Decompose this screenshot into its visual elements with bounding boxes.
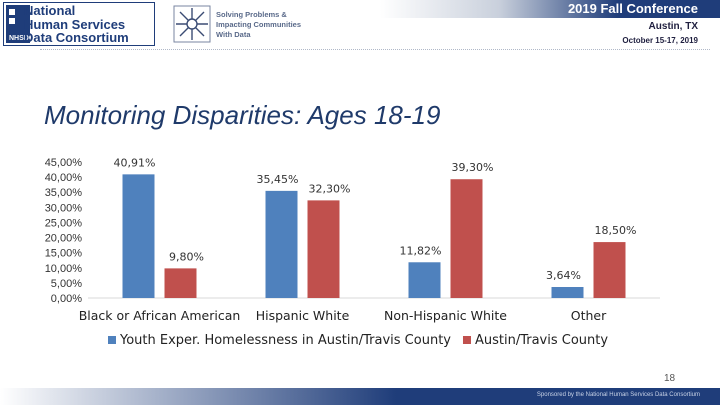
data-label: 18,50%	[595, 224, 637, 237]
slide-footer: Sponsored by the National Human Services…	[0, 388, 720, 405]
bar	[593, 242, 626, 298]
conference-city: Austin, TX	[648, 21, 698, 32]
bar	[450, 179, 483, 298]
nhsdc-logo: NHSDC National Human Services Data Conso…	[3, 2, 155, 46]
bar	[164, 268, 197, 298]
legend-label: Youth Exper. Homelessness in Austin/Trav…	[119, 333, 451, 348]
data-label: 39,30%	[452, 161, 494, 174]
x-tick-label: Other	[571, 308, 607, 323]
conference-banner: 2019 Fall Conference	[380, 0, 720, 18]
bar	[122, 174, 155, 298]
conference-name: 2019 Fall Conference	[567, 1, 698, 16]
data-label: 11,82%	[400, 244, 442, 257]
circuit-emblem-icon	[173, 5, 211, 43]
footer-sponsor: Sponsored by the National Human Services…	[536, 392, 700, 398]
x-tick-label: Black or African American	[79, 308, 241, 323]
y-tick-label: 25,00%	[45, 217, 83, 229]
conference-dates: October 15-17, 2019	[622, 36, 698, 45]
legend-label: Austin/Travis County	[475, 333, 608, 348]
page-number: 18	[664, 373, 676, 384]
y-tick-label: 20,00%	[45, 233, 83, 245]
legend-swatch	[462, 336, 471, 344]
org-abbrev: NHSDC	[9, 35, 34, 42]
data-label: 9,80%	[169, 250, 204, 263]
y-tick-label: 5,00%	[51, 278, 82, 290]
data-label: 40,91%	[114, 156, 156, 169]
slide-header: NHSDC National Human Services Data Conso…	[0, 0, 720, 52]
bar	[551, 286, 584, 298]
y-tick-label: 30,00%	[45, 202, 83, 214]
y-tick-label: 10,00%	[45, 263, 83, 275]
org-name: National Human Services Data Consortium	[24, 3, 129, 45]
data-label: 32,30%	[309, 182, 351, 195]
y-tick-label: 45,00%	[45, 157, 83, 169]
y-tick-label: 0,00%	[51, 293, 82, 305]
bar	[408, 262, 441, 298]
legend-swatch	[108, 336, 116, 344]
y-tick-label: 40,00%	[45, 172, 83, 184]
slide-title: Monitoring Disparities: Ages 18-19	[44, 100, 441, 130]
data-label: 35,45%	[257, 173, 299, 186]
x-tick-label: Hispanic White	[256, 308, 350, 323]
bar-chart: 0,00% 5,00% 10,00% 15,00% 20,00% 25,00% 30,00%…	[45, 156, 660, 348]
bar	[307, 200, 340, 298]
org-tagline: Solving Problems & Impacting Communities…	[216, 10, 302, 39]
bar	[265, 190, 298, 298]
nhsdc-logo-mark: NHSDC	[6, 5, 34, 43]
data-label: 3,64%	[546, 269, 581, 282]
x-tick-label: Non-Hispanic White	[384, 308, 507, 323]
y-tick-label: 35,00%	[45, 187, 83, 199]
header-divider	[40, 49, 710, 50]
y-tick-label: 15,00%	[45, 248, 83, 260]
